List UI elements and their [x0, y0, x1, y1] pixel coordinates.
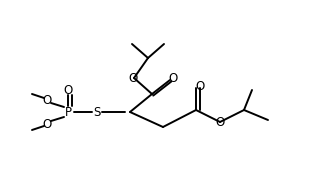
Text: O: O	[63, 83, 73, 96]
Text: O: O	[128, 71, 138, 84]
Text: P: P	[65, 105, 71, 118]
Text: O: O	[215, 117, 225, 130]
Text: O: O	[42, 118, 52, 130]
Text: O: O	[196, 80, 204, 93]
Text: O: O	[42, 93, 52, 106]
Text: O: O	[168, 73, 178, 86]
Text: S: S	[93, 105, 101, 118]
